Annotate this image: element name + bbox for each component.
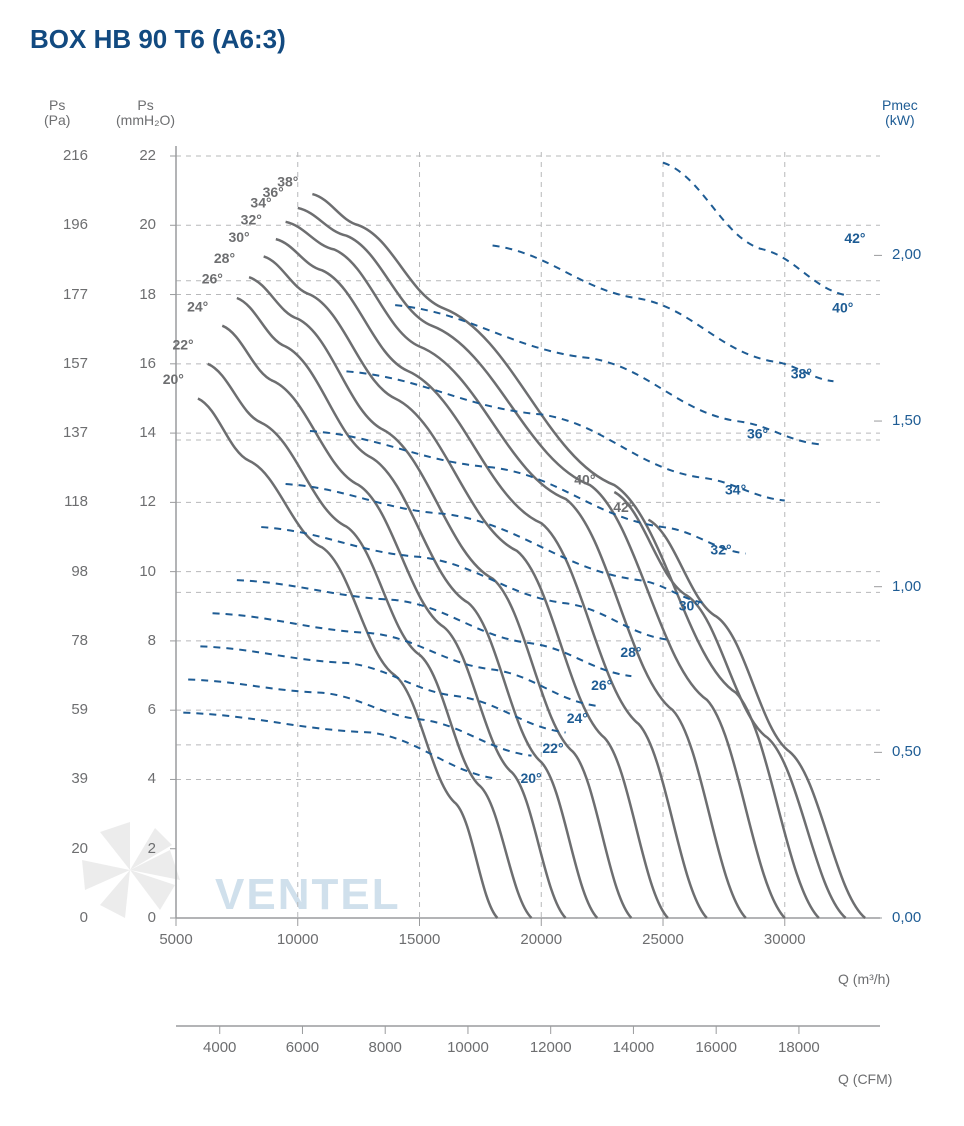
svg-text:22°: 22° xyxy=(542,740,563,756)
tick-label: 6000 xyxy=(272,1039,332,1056)
tick-label: 15000 xyxy=(390,931,450,948)
tick-label: 12000 xyxy=(521,1039,581,1056)
tick-label: 8000 xyxy=(355,1039,415,1056)
tick-label: 4 xyxy=(102,770,156,787)
tick-label: 16000 xyxy=(686,1039,746,1056)
svg-text:20°: 20° xyxy=(163,371,184,387)
svg-text:42°: 42° xyxy=(844,230,865,246)
tick-label: 18 xyxy=(102,286,156,303)
tick-label: 6 xyxy=(102,701,156,718)
svg-text:38°: 38° xyxy=(277,174,298,190)
tick-label: 30000 xyxy=(755,931,815,948)
tick-label: 59 xyxy=(34,701,88,718)
tick-label: 1,50 xyxy=(892,412,921,429)
tick-label: 0 xyxy=(102,909,156,926)
svg-text:24°: 24° xyxy=(567,710,588,726)
svg-text:40°: 40° xyxy=(574,472,595,488)
tick-label: 10 xyxy=(102,563,156,580)
svg-text:26°: 26° xyxy=(591,677,612,693)
tick-label: 98 xyxy=(34,563,88,580)
svg-text:22°: 22° xyxy=(172,336,193,352)
svg-text:42°: 42° xyxy=(613,499,634,515)
tick-label: 25000 xyxy=(633,931,693,948)
tick-label: 137 xyxy=(34,424,88,441)
tick-label: 216 xyxy=(34,147,88,164)
tick-label: 0,00 xyxy=(892,909,921,926)
svg-text:24°: 24° xyxy=(187,298,208,314)
tick-label: 18000 xyxy=(769,1039,829,1056)
tick-label: 16 xyxy=(102,355,156,372)
tick-label: 20000 xyxy=(511,931,571,948)
tick-label: 0,50 xyxy=(892,743,921,760)
tick-label: 14000 xyxy=(603,1039,663,1056)
tick-label: 78 xyxy=(34,632,88,649)
tick-label: 20 xyxy=(34,840,88,857)
svg-text:30°: 30° xyxy=(228,229,249,245)
svg-text:26°: 26° xyxy=(202,271,223,287)
svg-text:32°: 32° xyxy=(241,212,262,228)
tick-label: 4000 xyxy=(190,1039,250,1056)
tick-label: 20 xyxy=(102,216,156,233)
tick-label: 2,00 xyxy=(892,246,921,263)
tick-label: 1,00 xyxy=(892,578,921,595)
tick-label: 2 xyxy=(102,840,156,857)
tick-label: 118 xyxy=(34,493,88,510)
svg-text:28°: 28° xyxy=(620,644,641,660)
tick-label: 8 xyxy=(102,632,156,649)
tick-label: 14 xyxy=(102,424,156,441)
tick-label: 10000 xyxy=(438,1039,498,1056)
tick-label: 39 xyxy=(34,770,88,787)
tick-label: 0 xyxy=(34,909,88,926)
tick-label: 10000 xyxy=(268,931,328,948)
tick-label: 22 xyxy=(102,147,156,164)
tick-label: 5000 xyxy=(146,931,206,948)
tick-label: 157 xyxy=(34,355,88,372)
tick-label: 177 xyxy=(34,286,88,303)
svg-text:40°: 40° xyxy=(832,299,853,315)
svg-text:20°: 20° xyxy=(520,770,541,786)
svg-text:28°: 28° xyxy=(214,250,235,266)
tick-label: 12 xyxy=(102,493,156,510)
tick-label: 196 xyxy=(34,216,88,233)
